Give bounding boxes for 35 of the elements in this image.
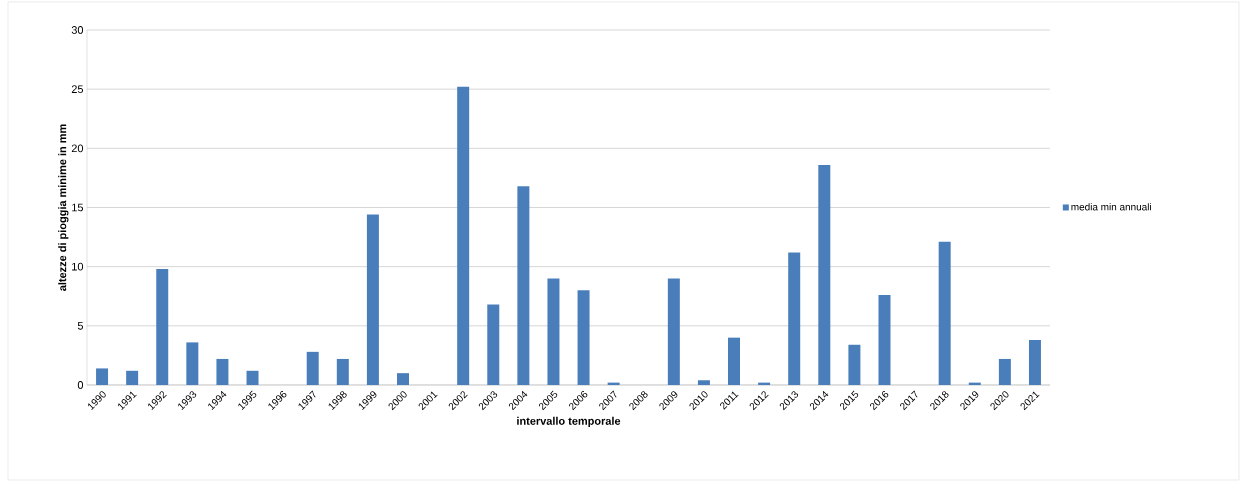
bar <box>517 186 530 385</box>
bar <box>397 373 409 385</box>
y-axis-title: altezze di pioggia minime in mm <box>58 124 69 291</box>
bar <box>96 368 109 385</box>
bar <box>697 380 710 385</box>
bar <box>818 164 831 385</box>
bar <box>306 351 319 385</box>
bar <box>457 86 470 385</box>
bar <box>577 290 590 385</box>
y-tick-label: 30 <box>71 26 84 34</box>
bar <box>216 358 229 385</box>
bar <box>156 269 169 385</box>
bar <box>788 252 801 385</box>
bar <box>938 241 951 385</box>
bar <box>878 295 891 385</box>
bar <box>487 304 500 385</box>
bar <box>547 278 560 385</box>
bar <box>728 337 741 385</box>
bar <box>1028 340 1041 385</box>
x-axis-title: intervallo temporale <box>517 416 621 428</box>
bar <box>667 278 680 385</box>
bar <box>848 344 861 385</box>
y-tick-label: 20 <box>71 144 84 153</box>
legend-label: media min annuali <box>1071 203 1151 211</box>
bar <box>998 358 1011 385</box>
y-tick-label: 5 <box>77 322 84 330</box>
y-tick-label: 25 <box>71 85 84 94</box>
bar <box>186 342 199 385</box>
y-tick-label: 15 <box>72 203 84 212</box>
bar <box>126 370 139 385</box>
bar <box>246 370 259 385</box>
y-tick-label: 10 <box>72 262 84 271</box>
y-tick-label: 0 <box>77 381 84 389</box>
bar <box>366 214 379 385</box>
bar <box>336 358 349 385</box>
